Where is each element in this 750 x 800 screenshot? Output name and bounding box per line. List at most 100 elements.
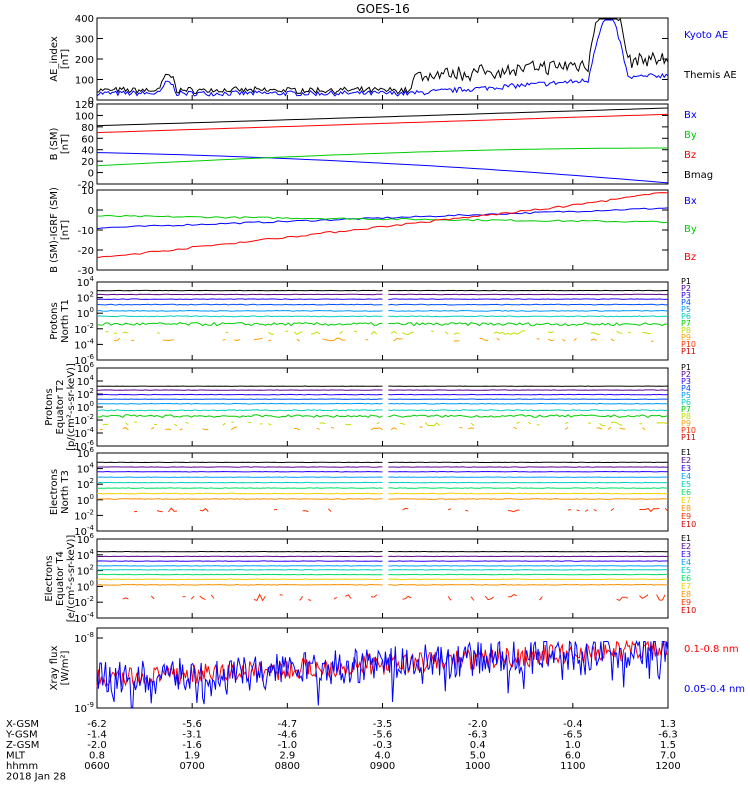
- y-axis-label: [e/(cm²-s-sr-keV)]: [66, 535, 77, 623]
- y-axis-label: Equator T2: [55, 380, 66, 435]
- series-p8: [444, 331, 449, 335]
- series-e6: [96, 573, 383, 576]
- series-p8: [376, 421, 380, 425]
- series-p8: [547, 331, 554, 334]
- panel-8: Xray flux [W/m²] 10-9 10-8 0.1-0.8 nm 0.05-0.…: [49, 627, 745, 715]
- y-tick-label: 102: [77, 387, 94, 401]
- y-tick-label: 102: [77, 477, 94, 491]
- series-e7: [388, 492, 669, 495]
- series-kyoto-ae: [96, 19, 669, 97]
- footer-value: 1000: [465, 761, 490, 772]
- legend-e10: E10: [681, 606, 696, 615]
- series-p9: [564, 426, 569, 430]
- footer-row-label: X-GSM: [6, 719, 39, 730]
- y-tick-exp: -4: [87, 337, 95, 345]
- y-tick-exp: 6: [90, 361, 95, 369]
- legend-p1: P1: [681, 363, 691, 372]
- series-p9: [590, 338, 597, 341]
- chart-title: GOES-16: [356, 2, 410, 16]
- legend-e9: E9: [681, 512, 691, 521]
- y-tick-label: 104: [77, 548, 95, 562]
- series-e9: [656, 594, 666, 601]
- series-p8: [390, 330, 398, 334]
- y-tick-label: 10-2: [74, 322, 94, 336]
- footer-value: -2.0: [468, 719, 488, 730]
- series-p8: [268, 423, 272, 426]
- data-gap: [382, 288, 389, 354]
- series-p8: [430, 330, 435, 333]
- series-e9: [465, 509, 469, 512]
- y-tick-label: 102: [77, 291, 94, 305]
- legend-e1: E1: [681, 448, 691, 457]
- legend-e2: E2: [681, 542, 691, 551]
- series-p7: [388, 322, 669, 327]
- y-tick-exp: -2: [87, 413, 94, 421]
- series-e9: [279, 594, 283, 596]
- series-p8: [268, 331, 274, 335]
- legend-themis-ae: Themis AE: [683, 70, 737, 81]
- legend-e4: E4: [681, 558, 691, 567]
- series-e9: [199, 595, 206, 601]
- series-e9: [448, 508, 452, 511]
- legend-bz: Bz: [684, 150, 696, 161]
- y-tick-label: 10: [81, 186, 94, 197]
- footer-value: 0.4: [470, 740, 486, 751]
- panel-frame: [96, 189, 669, 271]
- series-e6: [388, 573, 669, 576]
- y-tick-exp: 6: [90, 532, 95, 540]
- footer-value: -5.6: [373, 730, 393, 741]
- footer-value: 1.0: [565, 740, 581, 751]
- series-p3: [97, 393, 383, 396]
- footer-value: 7.0: [660, 751, 676, 762]
- data-gap: [382, 545, 389, 612]
- legend-p10: P10: [681, 426, 696, 435]
- series-p9: [468, 427, 475, 430]
- series-p8: [185, 421, 189, 424]
- panel-5: Protons Equator T2 [p/(cm²-s-sr-keV)]10-61…: [44, 361, 696, 453]
- y-tick-exp: 6: [90, 446, 95, 454]
- y-axis-label: Electrons: [44, 555, 55, 601]
- y-tick-label: 200: [75, 55, 94, 66]
- series-p8: [516, 421, 520, 424]
- series-e9: [333, 596, 338, 600]
- series-bx: [96, 152, 669, 184]
- series-bz: [96, 113, 669, 134]
- y-tick-label: 10-4: [74, 426, 94, 440]
- series-p9: [596, 427, 603, 430]
- series-p9: [562, 338, 566, 342]
- footer-value: 0900: [370, 761, 395, 772]
- legend-kyoto-ae: Kyoto AE: [684, 30, 728, 41]
- series-p9: [222, 338, 226, 341]
- y-axis-label: North T3: [60, 470, 71, 514]
- y-axis-label: Equator T4: [55, 551, 66, 606]
- series-e9: [584, 509, 589, 512]
- footer-row-label: hhmm: [6, 761, 38, 772]
- series-e4: [388, 565, 668, 567]
- series-by: [96, 214, 669, 224]
- series-p8: [493, 330, 526, 335]
- series-e9: [156, 510, 163, 513]
- series-p9: [370, 427, 383, 431]
- series-e9: [470, 596, 475, 601]
- series-p4: [96, 303, 383, 306]
- y-axis-label: [nT]: [60, 49, 71, 69]
- series-p6: [96, 315, 383, 318]
- series-p8: [222, 422, 226, 426]
- series-p8: [656, 422, 669, 425]
- legend-e7: E7: [681, 582, 691, 591]
- series-bx: [96, 207, 669, 230]
- series-e9: [508, 509, 520, 513]
- y-tick-exp: 0: [90, 493, 94, 501]
- series-p9: [607, 426, 612, 430]
- series-e9: [190, 595, 195, 600]
- y-tick-label: 100: [77, 493, 94, 507]
- series-p9: [122, 427, 129, 431]
- footer-value: -6.2: [87, 719, 107, 730]
- y-tick-label: 10-2: [74, 508, 94, 522]
- series-p8: [285, 330, 289, 332]
- series-p8: [402, 331, 415, 336]
- series-p6: [388, 315, 668, 318]
- series-p5: [388, 309, 669, 312]
